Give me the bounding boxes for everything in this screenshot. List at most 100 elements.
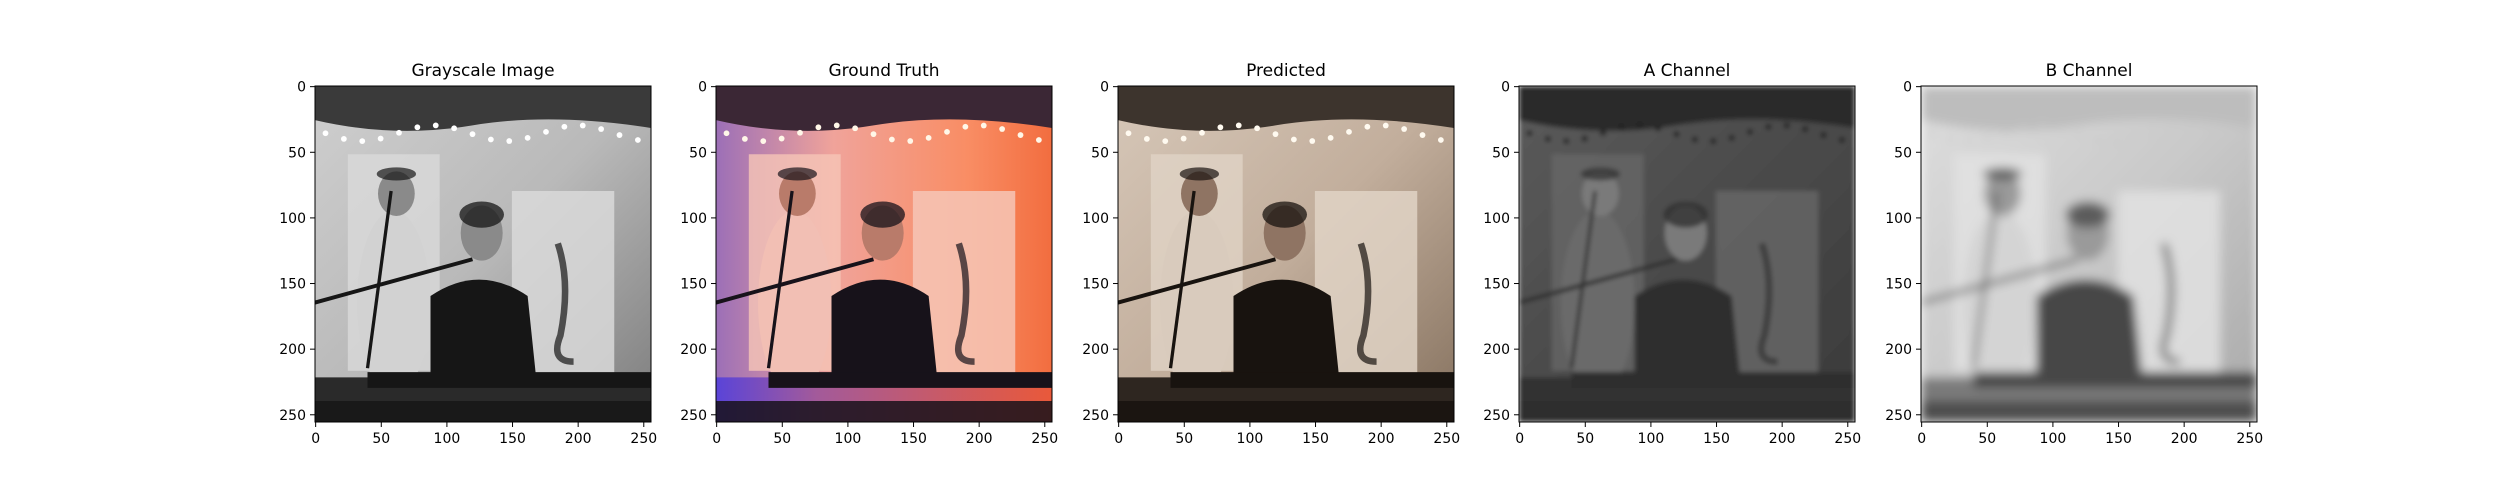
y-tick-label: 150 [1885,277,1912,293]
mic-boom [1118,257,1277,305]
string-light [944,128,950,135]
string-light [1838,137,1845,143]
stage-front [716,401,1052,422]
image-content [1519,86,1855,422]
saxophone [955,242,975,365]
string-light [2075,131,2082,138]
string-light [1125,130,1132,137]
y-tick-label: 50 [1894,145,1912,161]
x-tick-label: 150 [2105,431,2132,447]
string-light [451,125,458,132]
string-light [2002,129,2008,136]
y-tick-label: 200 [1082,342,1109,358]
y-tick-label: 250 [279,408,306,424]
string-light [797,129,803,136]
y-tick-label: 200 [279,342,306,358]
string-light [1618,124,1625,131]
y-tick-label: 150 [680,277,707,293]
string-light [432,122,439,129]
background-person-head [1984,171,2021,216]
string-light [1544,136,1551,142]
string-light [414,124,421,131]
y-tick-label: 100 [680,211,707,227]
string-light [833,122,840,129]
string-light [1162,138,1169,145]
x-tick-label: 0 [712,431,721,447]
string-light [1581,135,1588,142]
mic-stand [1168,190,1196,369]
string-light [1965,138,1972,145]
string-light [1728,134,1735,141]
x-tick-label: 250 [630,431,657,447]
cap [777,167,818,181]
mic-stand [766,190,794,369]
string-light [359,138,366,145]
mic-boom [1921,257,2080,305]
string-light [980,122,987,129]
stage-front [1921,401,2257,422]
string-light [1309,138,1316,144]
string-light [1143,136,1150,142]
background-person-body [357,210,431,395]
string-light [469,131,476,138]
mic-stand [1971,190,1999,369]
keyboard [1973,372,2257,388]
stage-front [315,401,651,422]
string-light [1636,122,1643,129]
string-light [1691,136,1698,143]
cap [376,167,417,181]
saxophone [2160,242,2180,365]
string-light [815,124,822,131]
y-tick-label: 100 [1483,211,1510,227]
string-light [1017,132,1024,138]
x-tick-label: 0 [1515,431,1524,447]
string-light [2185,122,2192,129]
x-tick-label: 150 [900,431,927,447]
y-tick-label: 250 [1082,408,1109,424]
string-light [907,138,914,144]
y-tick-label: 200 [1885,342,1912,358]
string-light [778,135,785,142]
x-tick-label: 0 [1917,431,1926,447]
axes-frame [314,85,652,423]
x-tick-label: 50 [1576,431,1594,447]
x-tick-label: 250 [1031,431,1058,447]
string-light [506,138,513,144]
axes-frame [1518,85,1856,423]
string-light [1563,138,1570,145]
axes-frame [715,85,1053,423]
cap [1179,167,1220,181]
ceiling [1519,86,1855,131]
string-light [760,138,767,145]
string-light [2204,126,2211,132]
y-tick-label: 150 [1483,277,1510,293]
string-light [1035,137,1042,143]
image-panel: A Channel 0 50 100 150 200 250 0 50 100 150 200 250 [1483,61,1861,447]
y-tick-label: 150 [279,277,306,293]
x-tick-label: 150 [1703,431,1730,447]
string-light [340,136,347,142]
ceiling [1118,86,1454,131]
y-tick-label: 200 [1483,342,1510,358]
saxophone [1758,242,1778,365]
string-light [1820,132,1827,138]
mic-boom [315,257,474,305]
y-tick-label: 50 [288,145,306,161]
y-tick-label: 250 [1885,408,1912,424]
background-person-head [1582,171,1619,216]
string-light [852,125,859,132]
string-light [741,136,748,142]
string-light [1401,126,1408,132]
hair [1663,201,1708,228]
x-tick-label: 200 [966,431,993,447]
x-tick-label: 100 [1638,431,1665,447]
hair [860,201,905,228]
string-light [1346,128,1352,135]
cap [1982,167,2023,181]
saxophone [554,242,574,365]
image-content [1118,86,1454,422]
hair [1262,201,1307,228]
mic-boom [1519,257,1678,305]
keyboard [1571,372,1855,388]
